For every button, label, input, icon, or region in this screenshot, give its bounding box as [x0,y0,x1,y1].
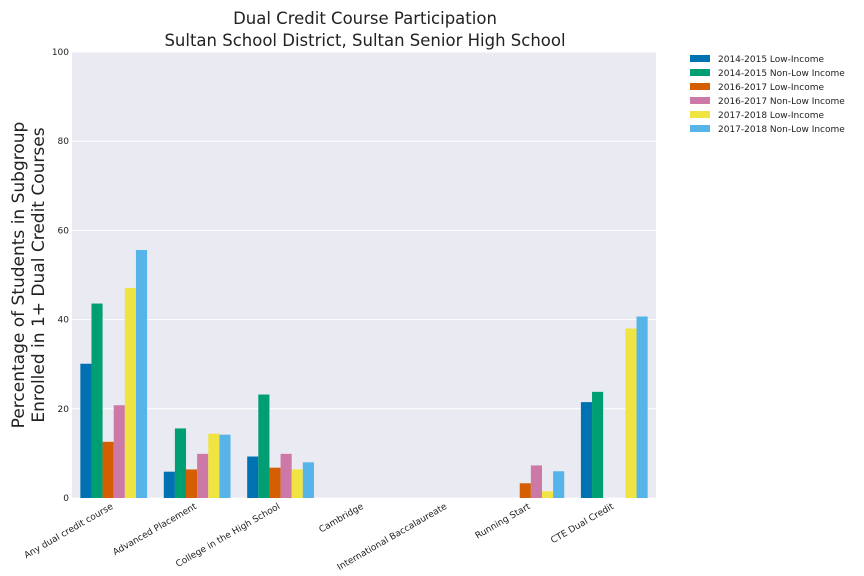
legend-swatch [690,111,710,118]
legend-label: 2014-2015 Low-Income [718,55,824,65]
y-tick-label: 80 [58,137,70,147]
bar [580,402,593,498]
plot-area [72,52,656,498]
bar [636,316,648,498]
y-tick-label: 40 [58,316,70,326]
y-tick-label: 0 [63,494,69,504]
bars [80,250,648,498]
bar [592,391,604,498]
legend-label: 2014-2015 Non-Low Income [718,69,845,79]
bar [258,394,270,498]
bar [219,434,231,498]
legend-swatch [690,55,710,62]
bar [553,471,565,498]
bar [91,303,103,498]
bar [302,462,314,498]
bar [174,428,187,498]
bar [541,491,554,498]
legend-label: 2016-2017 Non-Low Income [718,97,845,107]
bar [124,287,136,498]
bar [269,467,281,498]
x-tick-label: Running Start [474,502,533,542]
y-axis-label-line-1: Percentage of Students in Subgroup [9,122,29,429]
bar [625,328,637,498]
x-tick-label: Advanced Placement [112,502,199,558]
bar [186,469,198,498]
bar [197,453,209,498]
y-tick-label: 100 [52,48,69,58]
bar [163,471,175,498]
legend: 2014-2015 Low-Income 2014-2015 Non-Low In… [690,55,845,135]
bar [247,456,259,498]
legend-label: 2016-2017 Low-Income [718,83,824,93]
x-tick-label: Any dual credit course [23,502,116,561]
legend-swatch [690,125,710,132]
legend-swatch [690,83,710,90]
legend-swatch [690,97,710,104]
y-axis-label-line-2: Enrolled in 1+ Dual Credit Courses [29,127,49,422]
legend-label: 2017-2018 Low-Income [718,111,824,121]
y-tick-label: 20 [58,405,70,415]
bar [102,441,114,498]
chart-title-line-2: Sultan School District, Sultan Senior Hi… [164,31,565,50]
bar [530,465,542,498]
x-tick-label: Cambridge [318,502,366,536]
legend-label: 2017-2018 Non-Low Income [718,125,845,135]
y-tick-label: 60 [58,226,70,236]
bar [80,363,92,498]
y-tick-labels: 0 20 40 60 80 100 [52,48,69,504]
legend-swatch [690,69,710,76]
bar [280,453,292,498]
bar [291,469,303,498]
bar [113,405,125,498]
bar [519,483,531,498]
chart-title-line-1: Dual Credit Course Participation [233,9,497,28]
bar [208,433,220,498]
bar [135,250,148,498]
x-tick-label: CTE Dual Credit [549,502,616,546]
